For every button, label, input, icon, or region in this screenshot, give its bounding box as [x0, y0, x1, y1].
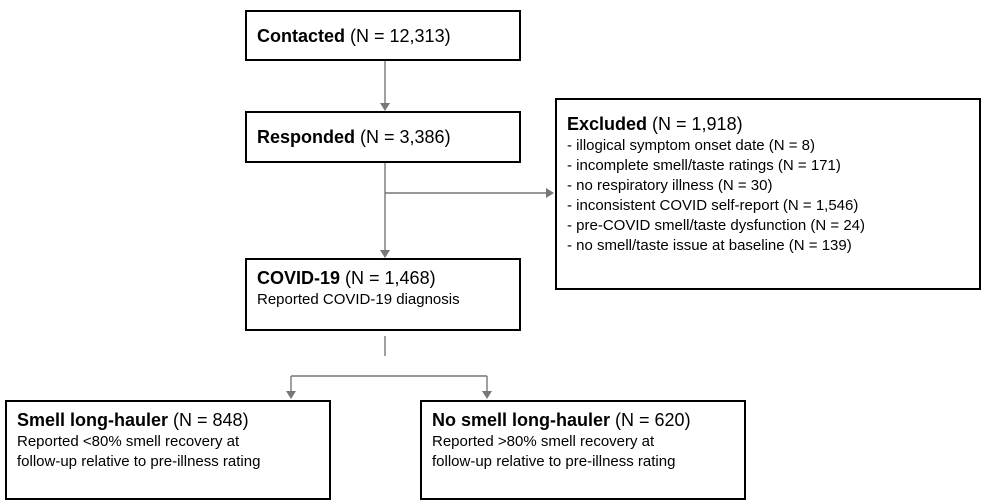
node-contacted: Contacted (N = 12,313)	[245, 10, 521, 61]
node-header: No smell long-hauler (N = 620)	[432, 408, 734, 432]
node-smell-long-hauler: Smell long-hauler (N = 848) Reported <80%…	[5, 400, 331, 500]
arrowhead	[546, 188, 554, 198]
node-header: Responded (N = 3,386)	[257, 125, 509, 149]
node-title: Excluded	[567, 114, 648, 134]
node-header: Smell long-hauler (N = 848)	[17, 408, 319, 432]
node-count: (N = 12,313)	[350, 26, 451, 46]
node-no-smell-long-hauler: No smell long-hauler (N = 620) Reported >…	[420, 400, 746, 500]
node-description: Reported >80% smell recovery at	[432, 433, 655, 450]
excluded-item: - illogical symptom onset date (N = 8)	[567, 137, 816, 154]
excluded-item: - incomplete smell/taste ratings (N = 17…	[567, 157, 841, 174]
node-header: Excluded (N = 1,918)	[567, 112, 969, 136]
excluded-item: - pre-COVID smell/taste dysfunction (N =…	[567, 217, 866, 234]
node-covid: COVID-19 (N = 1,468) Reported COVID-19 di…	[245, 258, 521, 331]
node-title: Smell long-hauler	[17, 410, 169, 430]
arrowhead	[380, 250, 390, 258]
node-header: COVID-19 (N = 1,468)	[257, 266, 509, 290]
arrowhead	[380, 103, 390, 111]
excluded-list: - illogical symptom onset date (N = 8) - …	[567, 136, 969, 256]
excluded-item: - no smell/taste issue at baseline (N = …	[567, 237, 852, 254]
node-title: Contacted	[257, 26, 346, 46]
node-title: No smell long-hauler	[432, 410, 611, 430]
excluded-item: - inconsistent COVID self-report (N = 1,…	[567, 197, 859, 214]
arrowhead	[482, 391, 492, 399]
node-header: Contacted (N = 12,313)	[257, 24, 509, 48]
node-title: COVID-19	[257, 268, 341, 288]
node-excluded: Excluded (N = 1,918) - illogical symptom …	[555, 98, 981, 290]
node-description: follow-up relative to pre-illness rating	[17, 453, 261, 470]
node-description: Reported <80% smell recovery at	[17, 433, 240, 450]
node-description: follow-up relative to pre-illness rating	[432, 453, 676, 470]
node-count: (N = 1,918)	[652, 114, 743, 134]
node-title: Responded	[257, 127, 356, 147]
node-count: (N = 620)	[615, 410, 691, 430]
node-responded: Responded (N = 3,386)	[245, 111, 521, 163]
node-count: (N = 3,386)	[360, 127, 451, 147]
excluded-item: - no respiratory illness (N = 30)	[567, 177, 773, 194]
node-description: Reported COVID-19 diagnosis	[257, 291, 460, 308]
arrowhead	[286, 391, 296, 399]
node-count: (N = 1,468)	[345, 268, 436, 288]
node-count: (N = 848)	[173, 410, 249, 430]
